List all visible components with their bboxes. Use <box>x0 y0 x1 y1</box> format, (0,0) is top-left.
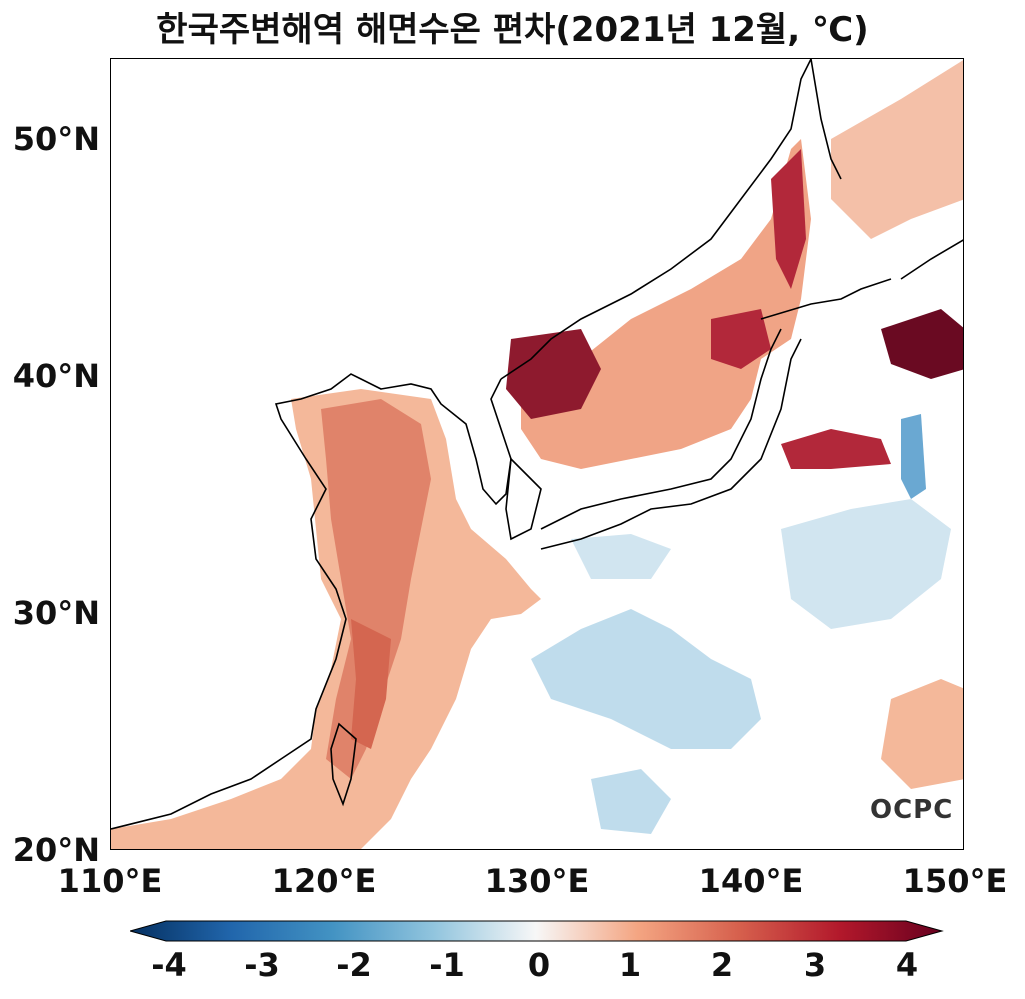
cool-core-kuroshio <box>901 414 926 499</box>
cbar-tick-neg3: -3 <box>244 946 280 984</box>
japan-west-coastline <box>540 328 782 530</box>
colorbar <box>130 920 944 942</box>
cbar-tick-neg1: -1 <box>429 946 465 984</box>
cool-patch-philippine-sea <box>531 609 761 749</box>
lat-tick-20: 20°N <box>12 831 100 869</box>
anomaly-map <box>111 59 963 849</box>
hokkaido-coastline <box>760 278 892 320</box>
cool-anomaly-layer <box>531 414 951 834</box>
cool-patch-south-japan <box>571 534 671 579</box>
lat-tick-30: 30°N <box>12 594 100 632</box>
cool-patch-south <box>591 769 671 834</box>
japan-east-coastline <box>540 338 802 550</box>
lat-tick-40: 40°N <box>12 357 100 395</box>
cbar-tick-3: 3 <box>803 946 827 984</box>
china-korea-coastline <box>111 373 512 830</box>
sakhalin-coastline <box>810 59 842 180</box>
cbar-tick-0: 0 <box>527 946 551 984</box>
russia-coastline <box>500 59 812 380</box>
warm-patch-strong <box>351 619 391 749</box>
cbar-tick-1: 1 <box>618 946 642 984</box>
map-plot-area <box>110 58 964 850</box>
cool-patch-east <box>781 499 951 629</box>
warm-patch-southeast <box>881 679 963 789</box>
cbar-tick-2: 2 <box>710 946 734 984</box>
warm-anomaly-layer <box>111 60 963 849</box>
warm-core-kuroshio-ext <box>881 309 963 379</box>
warm-patch-okhotsk <box>831 60 963 239</box>
lon-tick-140: 140°E <box>698 862 804 900</box>
lon-tick-110: 110°E <box>57 862 163 900</box>
lon-tick-130: 130°E <box>484 862 590 900</box>
map-title: 한국주변해역 해면수온 편차(2021년 12월, ℃) <box>156 10 869 50</box>
warm-patch-east-sea <box>521 139 811 469</box>
cbar-tick-neg4: -4 <box>151 946 187 984</box>
cbar-tick-neg2: -2 <box>336 946 372 984</box>
warm-core-east-sea-east <box>711 309 771 369</box>
taiwan-coastline <box>330 722 357 807</box>
coastline-layer <box>111 59 963 830</box>
colorbar-gradient <box>130 920 944 942</box>
warm-patch-yellow-sea <box>321 399 431 779</box>
ocpc-logo: OCPC <box>870 795 954 825</box>
cbar-tick-4: 4 <box>895 946 919 984</box>
lon-tick-150: 150°E <box>902 862 1008 900</box>
warm-core-east-sea-west <box>506 329 601 419</box>
korea-south-coastline <box>505 457 542 541</box>
lon-tick-120: 120°E <box>271 862 377 900</box>
lat-tick-50: 50°N <box>12 120 100 158</box>
warm-patch-ecs <box>111 389 541 849</box>
warm-core-tatar-strait <box>771 149 806 289</box>
kuril-coastline <box>900 239 963 280</box>
warm-band-east-japan <box>781 429 891 469</box>
